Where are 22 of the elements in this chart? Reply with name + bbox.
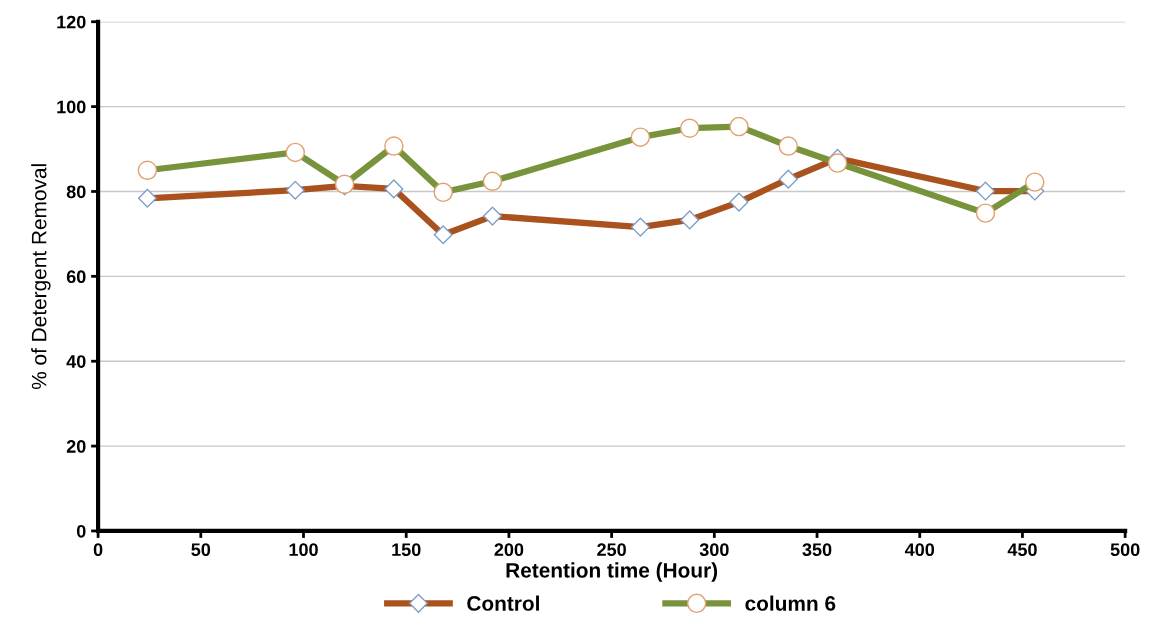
y-tick-label: 80 <box>66 185 86 199</box>
y-tick-label: 100 <box>57 100 86 114</box>
x-tick-label: 350 <box>802 543 832 557</box>
y-tick-label: 60 <box>66 270 86 284</box>
x-tick-label: 50 <box>191 543 211 557</box>
legend-label: column 6 <box>745 595 836 611</box>
x-tick-label: 200 <box>494 543 524 557</box>
y-axis-title: % of Detergent Removal <box>31 164 51 390</box>
x-tick-label: 250 <box>597 543 626 557</box>
x-tick-label: 0 <box>93 543 103 557</box>
x-tick-label: 500 <box>1110 543 1140 557</box>
y-tick-label: 120 <box>57 15 86 29</box>
y-tick-label: 40 <box>66 355 86 368</box>
legend-label: Control <box>467 595 539 611</box>
x-tick-label: 400 <box>904 543 935 557</box>
y-tick-label: 0 <box>76 524 86 538</box>
x-tick-label: 450 <box>1007 543 1037 557</box>
x-tick-label: 300 <box>699 543 729 557</box>
x-tick-label: 150 <box>392 543 421 557</box>
x-tick-label: 100 <box>289 543 318 557</box>
y-tick-label: 20 <box>66 440 86 453</box>
x-axis-title: Retention time (Hour) <box>506 562 718 582</box>
